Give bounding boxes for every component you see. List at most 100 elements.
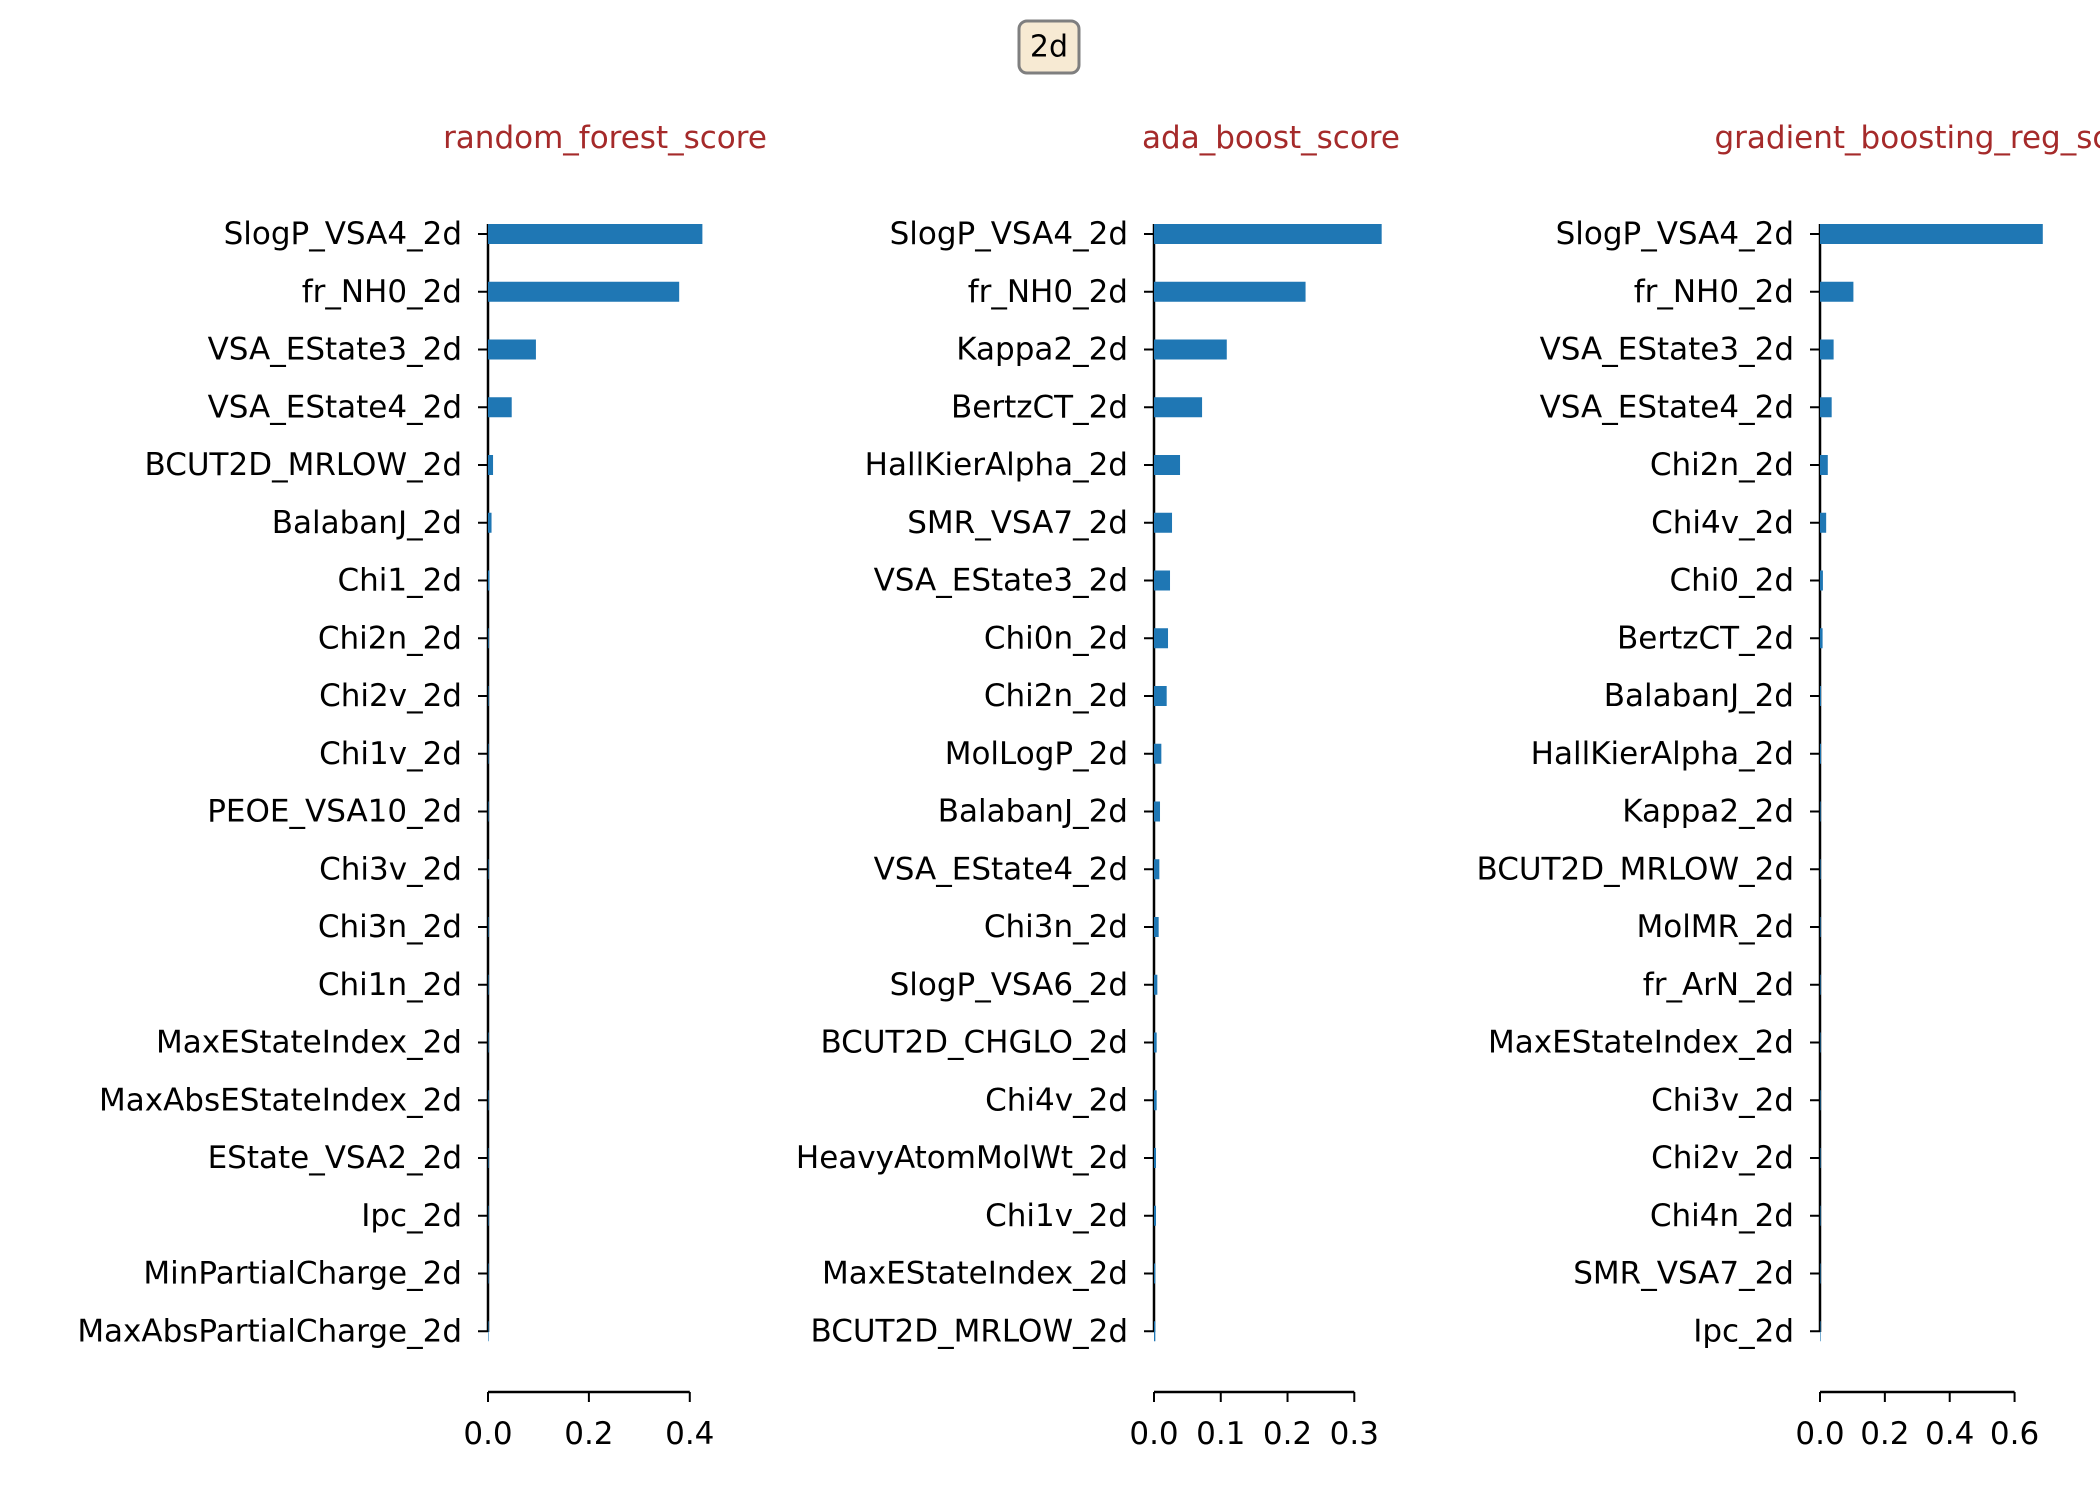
y-tick-label: EState_VSA2_2d: [208, 1140, 462, 1176]
bar: [1820, 975, 1821, 995]
bar: [488, 1033, 489, 1053]
y-tick-label: Chi3v_2d: [319, 851, 462, 887]
bar: [1820, 1148, 1821, 1168]
bar: [1154, 1148, 1156, 1168]
y-tick-label: BalabanJ_2d: [938, 794, 1128, 830]
y-tick-label: HallKierAlpha_2d: [865, 447, 1128, 483]
y-tick-label: VSA_EState4_2d: [1540, 389, 1794, 425]
x-tick-label: 0.3: [1330, 1416, 1379, 1452]
bar: [488, 340, 536, 360]
y-tick-label: MolLogP_2d: [945, 736, 1128, 772]
bar: [1154, 1206, 1156, 1226]
bar: [488, 1321, 489, 1341]
y-tick-label: MaxEStateIndex_2d: [1488, 1025, 1794, 1061]
bar: [1820, 1090, 1821, 1110]
y-tick-label: Chi2n_2d: [984, 678, 1128, 714]
y-tick-label: fr_NH0_2d: [968, 274, 1128, 310]
y-tick-label: BCUT2D_MRLOW_2d: [811, 1313, 1129, 1349]
bar: [488, 455, 493, 475]
x-tick-label: 0.0: [463, 1416, 512, 1452]
bar: [1820, 1264, 1821, 1284]
y-tick-label: Chi0_2d: [1669, 563, 1794, 599]
bar: [1154, 455, 1180, 475]
bar: [1154, 513, 1172, 533]
y-tick-label: MaxAbsEStateIndex_2d: [99, 1082, 462, 1118]
y-tick-label: Chi1v_2d: [985, 1198, 1128, 1234]
y-tick-label: fr_NH0_2d: [1634, 274, 1794, 310]
bar: [488, 686, 489, 706]
bar: [1820, 224, 2043, 244]
bar: [488, 282, 679, 302]
chart-panels: random_forest_score SlogP_VSA4_2d fr_NH0_2…: [77, 120, 2100, 1452]
bar: [1820, 455, 1828, 475]
y-tick-label: BertzCT_2d: [1617, 620, 1794, 656]
y-tick-label: HallKierAlpha_2d: [1531, 736, 1794, 772]
bar: [488, 975, 489, 995]
bar: [488, 744, 489, 764]
bar: [1154, 571, 1170, 591]
y-tick-label: Chi1v_2d: [319, 736, 462, 772]
y-tick-label: SlogP_VSA4_2d: [1556, 216, 1794, 252]
y-tick-label: Chi2v_2d: [1651, 1140, 1794, 1176]
y-tick-label: MaxAbsPartialCharge_2d: [77, 1313, 462, 1349]
bar: [1820, 513, 1826, 533]
x-tick-label: 0.4: [665, 1416, 714, 1452]
y-tick-label: VSA_EState4_2d: [208, 389, 462, 425]
panel-title: random_forest_score: [443, 120, 767, 156]
y-tick-label: Chi1n_2d: [318, 967, 462, 1003]
y-tick-label: HeavyAtomMolWt_2d: [796, 1140, 1128, 1176]
bar: [1154, 1264, 1155, 1284]
y-tick-label: BCUT2D_MRLOW_2d: [145, 447, 463, 483]
y-tick-label: SlogP_VSA4_2d: [890, 216, 1128, 252]
bar: [488, 1264, 489, 1284]
bar: [1820, 571, 1823, 591]
x-tick-label: 0.1: [1196, 1416, 1245, 1452]
y-tick-label: Chi3n_2d: [318, 909, 462, 945]
figure-badge: 2d: [1019, 21, 1079, 73]
bar: [1154, 975, 1157, 995]
x-tick-label: 0.2: [1860, 1416, 1909, 1452]
y-tick-label: Chi1_2d: [337, 563, 462, 599]
y-tick-label: VSA_EState3_2d: [874, 563, 1128, 599]
chart-panel: gradient_boosting_reg_scoreSlogP_VSA4_2d…: [1477, 120, 2100, 1452]
y-tick-label: BalabanJ_2d: [1604, 678, 1794, 714]
y-tick-label: Chi4v_2d: [985, 1082, 1128, 1118]
bar: [1154, 1090, 1157, 1110]
bar: [1820, 744, 1821, 764]
y-tick-label: MaxEStateIndex_2d: [156, 1025, 462, 1061]
y-tick-label: Chi4n_2d: [1650, 1198, 1794, 1234]
y-tick-label: SMR_VSA7_2d: [907, 505, 1128, 541]
bar: [488, 802, 489, 822]
bar: [1154, 1321, 1155, 1341]
bar: [1820, 802, 1821, 822]
bar: [1154, 340, 1227, 360]
bar: [1154, 224, 1382, 244]
bar: [1820, 340, 1834, 360]
chart-panel: random_forest_scoreSlogP_VSA4_2dfr_NH0_2…: [77, 120, 767, 1452]
x-tick-label: 0.2: [564, 1416, 613, 1452]
bar: [1154, 686, 1167, 706]
y-tick-label: SMR_VSA7_2d: [1573, 1256, 1794, 1292]
y-tick-label: Kappa2_2d: [1622, 794, 1794, 830]
y-tick-label: VSA_EState3_2d: [1540, 332, 1794, 368]
y-tick-label: Kappa2_2d: [956, 332, 1128, 368]
y-tick-label: VSA_EState4_2d: [874, 851, 1128, 887]
bar: [1820, 1321, 1821, 1341]
bar: [1820, 282, 1853, 302]
y-tick-label: SlogP_VSA4_2d: [224, 216, 462, 252]
y-tick-label: BCUT2D_CHGLO_2d: [820, 1025, 1128, 1061]
bar: [1820, 1206, 1821, 1226]
bar: [1820, 397, 1832, 417]
y-tick-label: Chi3n_2d: [984, 909, 1128, 945]
bar: [1820, 917, 1821, 937]
bar: [488, 1090, 489, 1110]
bar: [488, 628, 489, 648]
bar: [1820, 859, 1821, 879]
bar: [1154, 859, 1159, 879]
bar: [1154, 744, 1161, 764]
bar: [1154, 802, 1160, 822]
y-tick-label: Chi0n_2d: [984, 620, 1128, 656]
y-tick-label: SlogP_VSA6_2d: [890, 967, 1128, 1003]
panel-title: ada_boost_score: [1142, 120, 1400, 156]
